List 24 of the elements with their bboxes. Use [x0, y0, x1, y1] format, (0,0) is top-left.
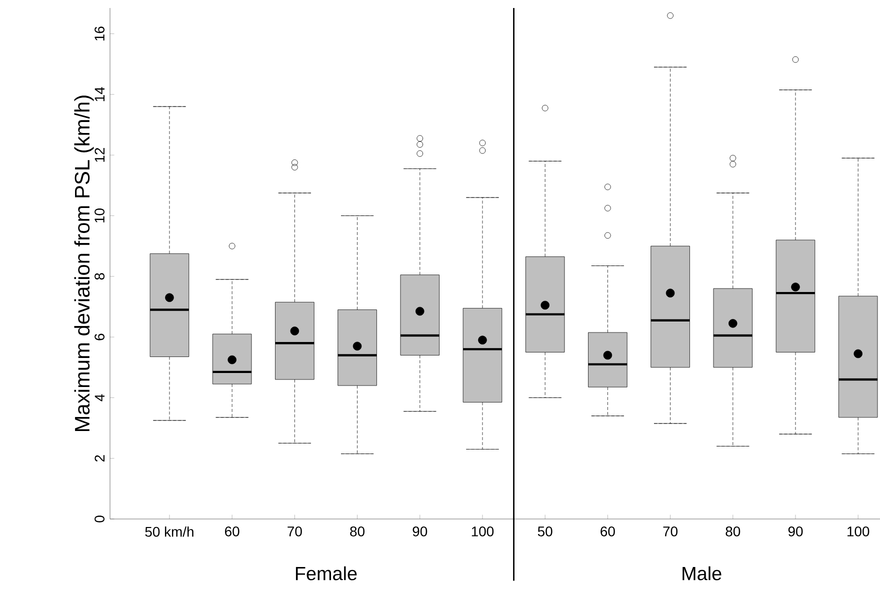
y-tick-label: 4 — [94, 394, 104, 402]
y-tick-label: 10 — [94, 208, 104, 222]
x-tick-label: 90 — [788, 526, 803, 536]
x-tick-label: 90 — [412, 526, 428, 536]
y-tick-label: 8 — [94, 273, 104, 280]
y-tick-label: 6 — [94, 334, 104, 340]
x-tick-label: 60 — [600, 526, 615, 536]
x-tick-label: 50 — [538, 526, 552, 536]
text: Female — [296, 566, 357, 580]
x-tick-label: 80 — [726, 526, 740, 536]
x-tick-label: 60 — [225, 526, 240, 536]
y-tick-label: 0 — [94, 516, 104, 522]
x-tick-label: 100 — [472, 526, 494, 536]
text: Male — [682, 566, 722, 580]
y-axis-title: Maximum deviation from PSL (km/h) — [74, 96, 94, 431]
x-tick-label: 50 km/h — [145, 526, 194, 537]
y-tick-label: 14 — [94, 87, 104, 102]
y-tick-label: 12 — [94, 148, 104, 162]
x-tick-label: 70 — [663, 526, 678, 536]
y-tick-label: 16 — [94, 26, 104, 40]
x-tick-label: 80 — [350, 526, 364, 536]
x-tick-label: 70 — [288, 526, 302, 536]
x-tick-label: 100 — [848, 526, 870, 536]
y-tick-label: 2 — [94, 455, 104, 462]
